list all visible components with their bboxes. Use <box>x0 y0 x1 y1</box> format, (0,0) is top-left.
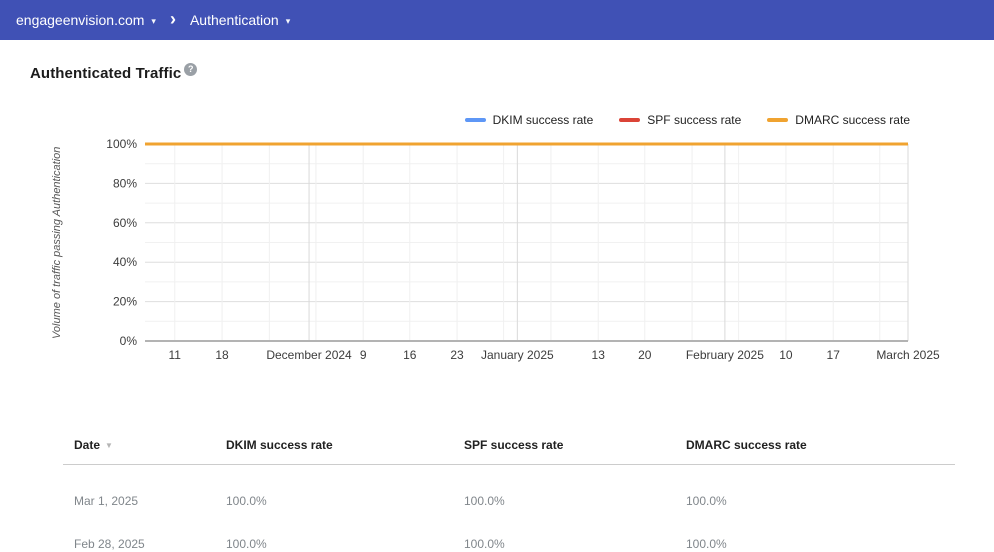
table-cell: 100.0% <box>464 465 686 508</box>
legend-item-dmarc[interactable]: DMARC success rate <box>767 113 910 127</box>
column-header-dmarc-success-rate[interactable]: DMARC success rate <box>686 438 955 452</box>
page-title: Authenticated Traffic <box>30 65 181 82</box>
svg-text:March 2025: March 2025 <box>876 348 940 362</box>
breadcrumb-chevron-icon: › <box>170 9 176 30</box>
svg-text:13: 13 <box>592 348 606 362</box>
legend-label: DKIM success rate <box>493 113 594 127</box>
table-cell: 100.0% <box>226 465 464 508</box>
svg-text:16: 16 <box>403 348 417 362</box>
table-cell: 100.0% <box>464 508 686 551</box>
section-selector-dropdown[interactable]: Authentication ▾ <box>184 0 296 40</box>
svg-text:100%: 100% <box>106 137 137 151</box>
svg-text:January 2025: January 2025 <box>481 348 554 362</box>
authenticated-traffic-chart: Volume of traffic passing Authentication… <box>0 130 994 374</box>
page-title-row: Authenticated Traffic ? <box>30 65 994 82</box>
y-axis-title: Volume of traffic passing Authentication <box>51 144 63 341</box>
authentication-rates-table: Date▼DKIM success rateSPF success rateDM… <box>63 438 955 551</box>
svg-text:80%: 80% <box>113 176 137 190</box>
table-cell: 100.0% <box>686 465 955 508</box>
table-body: Mar 1, 2025100.0%100.0%100.0%Feb 28, 202… <box>63 465 955 551</box>
svg-text:60%: 60% <box>113 216 137 230</box>
line-chart-canvas: 0% 20% 40% 60% 80% 100% 11 18 December 2024 9 16 23… <box>0 130 994 374</box>
svg-text:9: 9 <box>360 348 367 362</box>
table-header-row: Date▼DKIM success rateSPF success rateDM… <box>63 438 955 465</box>
legend-swatch <box>619 118 640 122</box>
svg-text:December 2024: December 2024 <box>266 348 352 362</box>
svg-text:20%: 20% <box>113 295 137 309</box>
table-cell: Mar 1, 2025 <box>63 465 226 508</box>
svg-text:0%: 0% <box>120 334 138 348</box>
legend-label: SPF success rate <box>647 113 741 127</box>
column-header-spf-success-rate[interactable]: SPF success rate <box>464 438 686 452</box>
legend-item-dkim[interactable]: DKIM success rate <box>465 113 594 127</box>
dropdown-caret-icon: ▾ <box>151 16 156 27</box>
column-header-dkim-success-rate[interactable]: DKIM success rate <box>226 438 464 452</box>
table-row: Feb 28, 2025100.0%100.0%100.0% <box>63 508 955 551</box>
top-navigation-bar: engageenvision.com ▾ › Authentication ▾ <box>0 0 994 40</box>
svg-text:17: 17 <box>827 348 841 362</box>
svg-text:20: 20 <box>638 348 652 362</box>
table-cell: 100.0% <box>226 508 464 551</box>
legend-swatch <box>465 118 486 122</box>
svg-text:February 2025: February 2025 <box>686 348 764 362</box>
chart-legend: DKIM success rate SPF success rate DMARC s… <box>465 113 910 127</box>
column-header-date[interactable]: Date▼ <box>63 438 226 452</box>
svg-text:40%: 40% <box>113 255 137 269</box>
help-icon[interactable]: ? <box>184 63 197 76</box>
svg-text:18: 18 <box>215 348 229 362</box>
section-selector-label: Authentication <box>190 12 279 28</box>
domain-selector-dropdown[interactable]: engageenvision.com ▾ <box>10 0 162 40</box>
domain-selector-label: engageenvision.com <box>16 12 144 28</box>
legend-swatch <box>767 118 788 122</box>
legend-label: DMARC success rate <box>795 113 910 127</box>
table-row: Mar 1, 2025100.0%100.0%100.0% <box>63 465 955 508</box>
svg-text:23: 23 <box>450 348 464 362</box>
dropdown-caret-icon: ▾ <box>286 16 291 27</box>
legend-item-spf[interactable]: SPF success rate <box>619 113 741 127</box>
svg-text:10: 10 <box>779 348 793 362</box>
sort-descending-icon: ▼ <box>105 441 113 450</box>
table-cell: 100.0% <box>686 508 955 551</box>
svg-text:11: 11 <box>169 348 182 362</box>
table-cell: Feb 28, 2025 <box>63 508 226 551</box>
